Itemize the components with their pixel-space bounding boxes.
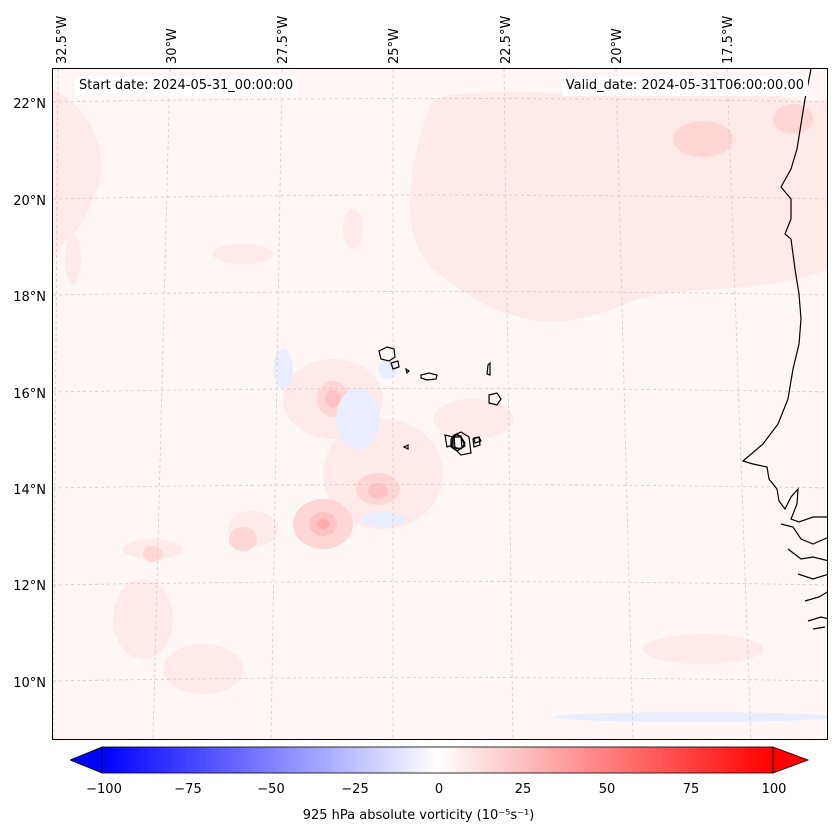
lat-label-20n: 20°N — [13, 194, 46, 209]
lon-label-25w: 25°W — [387, 28, 402, 64]
colorbar-tick-label: −25 — [341, 782, 369, 797]
colorbar-tick-label: 100 — [761, 782, 787, 797]
colorbar-tick-label: 0 — [434, 782, 444, 797]
valid-date-label: Valid_date: 2024-05-31T06:00:00.00 — [561, 76, 808, 96]
colorbar-tick-label: −50 — [257, 782, 285, 797]
lon-label-27-5w: 27.5°W — [276, 15, 291, 64]
map-canvas — [53, 69, 827, 739]
vorticity-core-field — [143, 104, 813, 562]
colorbar-tick-label: −75 — [174, 782, 202, 797]
lon-label-30w: 30°W — [165, 28, 180, 64]
lon-label-22-5w: 22.5°W — [499, 15, 514, 64]
lon-label-32-5w: 32.5°W — [55, 15, 70, 64]
lon-label-17-5w: 17.5°W — [721, 15, 736, 64]
colorbar-title: 925 hPa absolute vorticity (10⁻⁵s⁻¹) — [302, 808, 535, 823]
colorbar-high-extension — [772, 746, 810, 774]
lat-label-10n: 10°N — [13, 676, 46, 691]
graticule — [53, 69, 827, 739]
africa-coastline — [741, 69, 827, 523]
lat-label-16n: 16°N — [13, 387, 46, 402]
colorbar-tick-label: −100 — [86, 782, 122, 797]
lat-label-14n: 14°N — [13, 483, 46, 498]
colorbar-tick-label: 25 — [514, 782, 532, 797]
vorticity-negative-field — [273, 349, 827, 722]
start-date-label: Start date: 2024-05-31_00:00:00 — [75, 76, 298, 96]
colorbar-gradient — [101, 746, 774, 774]
lon-label-20w: 20°W — [610, 28, 625, 64]
colorbar — [70, 746, 810, 774]
colorbar-low-extension — [70, 746, 103, 774]
vorticity-map — [52, 68, 828, 740]
colorbar-tick-label: 75 — [682, 782, 700, 797]
colorbar-tick-label: 50 — [598, 782, 616, 797]
cape-verde-islands — [378, 346, 502, 456]
lat-label-18n: 18°N — [13, 290, 46, 305]
lat-label-22n: 22°N — [13, 97, 46, 112]
lat-label-12n: 12°N — [13, 579, 46, 594]
